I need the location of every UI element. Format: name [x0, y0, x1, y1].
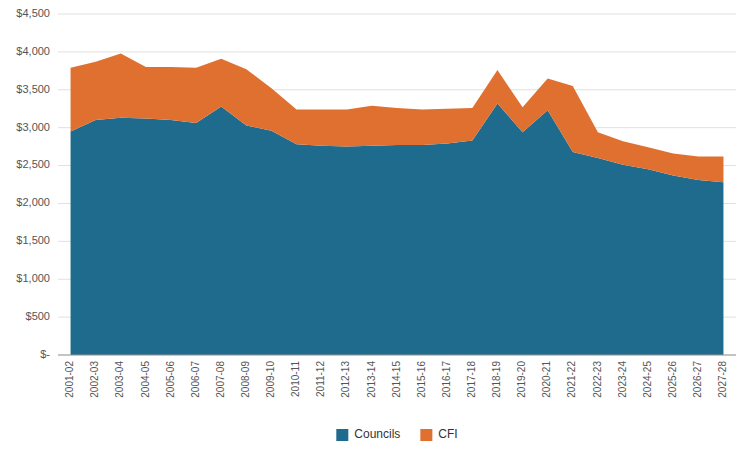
x-tick-label: 2003-04 [114, 361, 125, 398]
x-tick-label: 2012-13 [340, 361, 351, 398]
x-tick-label: 2007-08 [215, 361, 226, 398]
y-tick-label: $2,000 [16, 196, 50, 208]
x-tick-label: 2015-16 [416, 361, 427, 398]
x-tick-label: 2026-27 [692, 361, 703, 398]
areas [71, 53, 724, 355]
x-tick-label: 2022-23 [592, 361, 603, 398]
area [71, 53, 724, 182]
x-tick-label: 2002-03 [89, 361, 100, 398]
x-tick-label: 2010-11 [290, 361, 301, 397]
x-tick-label: 2027-28 [717, 361, 728, 398]
x-tick-label: 2019-20 [516, 361, 527, 398]
x-tick-label: 2023-24 [617, 361, 628, 398]
y-tick-label: $3,500 [16, 83, 50, 95]
x-tick-label: 2020-21 [541, 361, 552, 398]
y-tick-label: $4,000 [16, 45, 50, 57]
grid [58, 14, 736, 355]
x-axis: 2001-02 2002-03 2003-04 2004-05 2005-06 2006-… [64, 361, 728, 398]
x-tick-label: 2011-12 [315, 361, 326, 397]
legend-label: CFI [438, 427, 457, 441]
y-axis: $- $500 $1,000 $1,500 $2,000 $2,500 $3,000 $3,5… [16, 7, 50, 360]
legend-swatch [336, 429, 348, 441]
x-tick-label: 2005-06 [165, 361, 176, 398]
x-tick-label: 2021-22 [566, 361, 577, 398]
x-tick-label: 2013-14 [366, 361, 377, 398]
y-tick-label: $2,500 [16, 158, 50, 170]
legend-label: Councils [354, 427, 400, 441]
grid-line [58, 51, 736, 52]
y-tick-label: $4,500 [16, 7, 50, 19]
x-tick-label: 2017-18 [466, 361, 477, 398]
y-tick-label: $1,500 [16, 234, 50, 246]
x-tick-label: 2006-07 [190, 361, 201, 398]
x-tick-label: 2018-19 [491, 361, 502, 398]
grid-line [58, 355, 736, 356]
x-tick-label: 2014-15 [391, 361, 402, 398]
legend: Councils CFI [336, 427, 457, 441]
x-tick-label: 2025-26 [667, 361, 678, 398]
grid-line [58, 14, 736, 15]
legend-swatch [420, 429, 432, 441]
y-tick-label: $3,000 [16, 121, 50, 133]
y-tick-label: $1,000 [16, 272, 50, 284]
x-tick-label: 2024-25 [642, 361, 653, 398]
chart: $- $500 $1,000 $1,500 $2,000 $2,500 $3,000 $3,5… [0, 0, 752, 451]
x-tick-label: 2001-02 [64, 361, 75, 398]
x-tick-label: 2004-05 [140, 361, 151, 398]
x-tick-label: 2008-09 [240, 361, 251, 398]
y-tick-label: $- [40, 348, 50, 360]
x-tick-label: 2009-10 [265, 361, 276, 398]
x-tick-label: 2016-17 [441, 361, 452, 398]
y-tick-label: $500 [26, 310, 50, 322]
x-axis-line [58, 355, 736, 356]
